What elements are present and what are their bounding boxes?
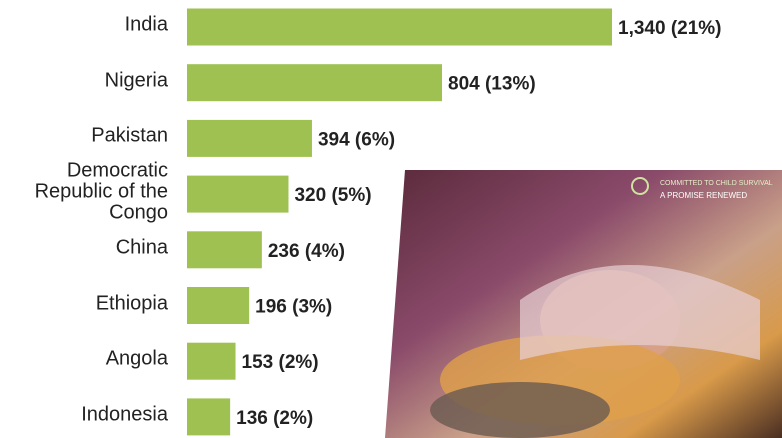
value-label: 236 (4%) [268,241,345,262]
bar [187,287,250,324]
value-label: 136 (2%) [236,408,313,429]
logo-text: A PROMISE RENEWED [660,191,747,200]
category-label: Democratic Republic of the Congo [34,159,168,224]
value-label: 394 (6%) [318,129,395,150]
category-label: India [124,13,168,36]
bar [187,342,236,380]
bar [187,64,442,102]
value-label: 153 (2%) [242,352,319,373]
category-label: Ethiopia [95,292,168,314]
logo-text: COMMITTED TO CHILD SURVIVAL [660,180,773,187]
bar [187,119,312,157]
value-label: 804 (13%) [448,74,536,95]
category-label: Nigeria [104,69,168,92]
bar [187,175,289,213]
category-label: Angola [105,347,168,370]
bar [187,231,262,269]
bar [187,398,231,436]
photo: COMMITTED TO CHILD SURVIVAL A PROMISE RE… [385,170,782,438]
bar [187,8,612,46]
value-label: 1,340 (21%) [618,18,722,39]
category-label: Pakistan [91,124,168,147]
value-label: 320 (5%) [294,185,371,206]
category-label: Indonesia [81,403,168,426]
value-label: 196 (3%) [255,297,332,318]
category-label: China [115,236,168,259]
